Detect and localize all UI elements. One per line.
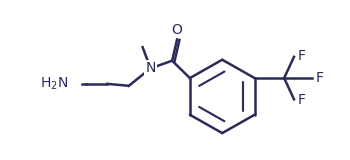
Text: O: O — [172, 23, 182, 37]
Text: F: F — [298, 49, 306, 63]
Text: $\mathregular{H_2N}$: $\mathregular{H_2N}$ — [40, 76, 68, 92]
Text: F: F — [316, 71, 324, 85]
Text: F: F — [298, 93, 306, 107]
Text: N: N — [145, 61, 156, 75]
